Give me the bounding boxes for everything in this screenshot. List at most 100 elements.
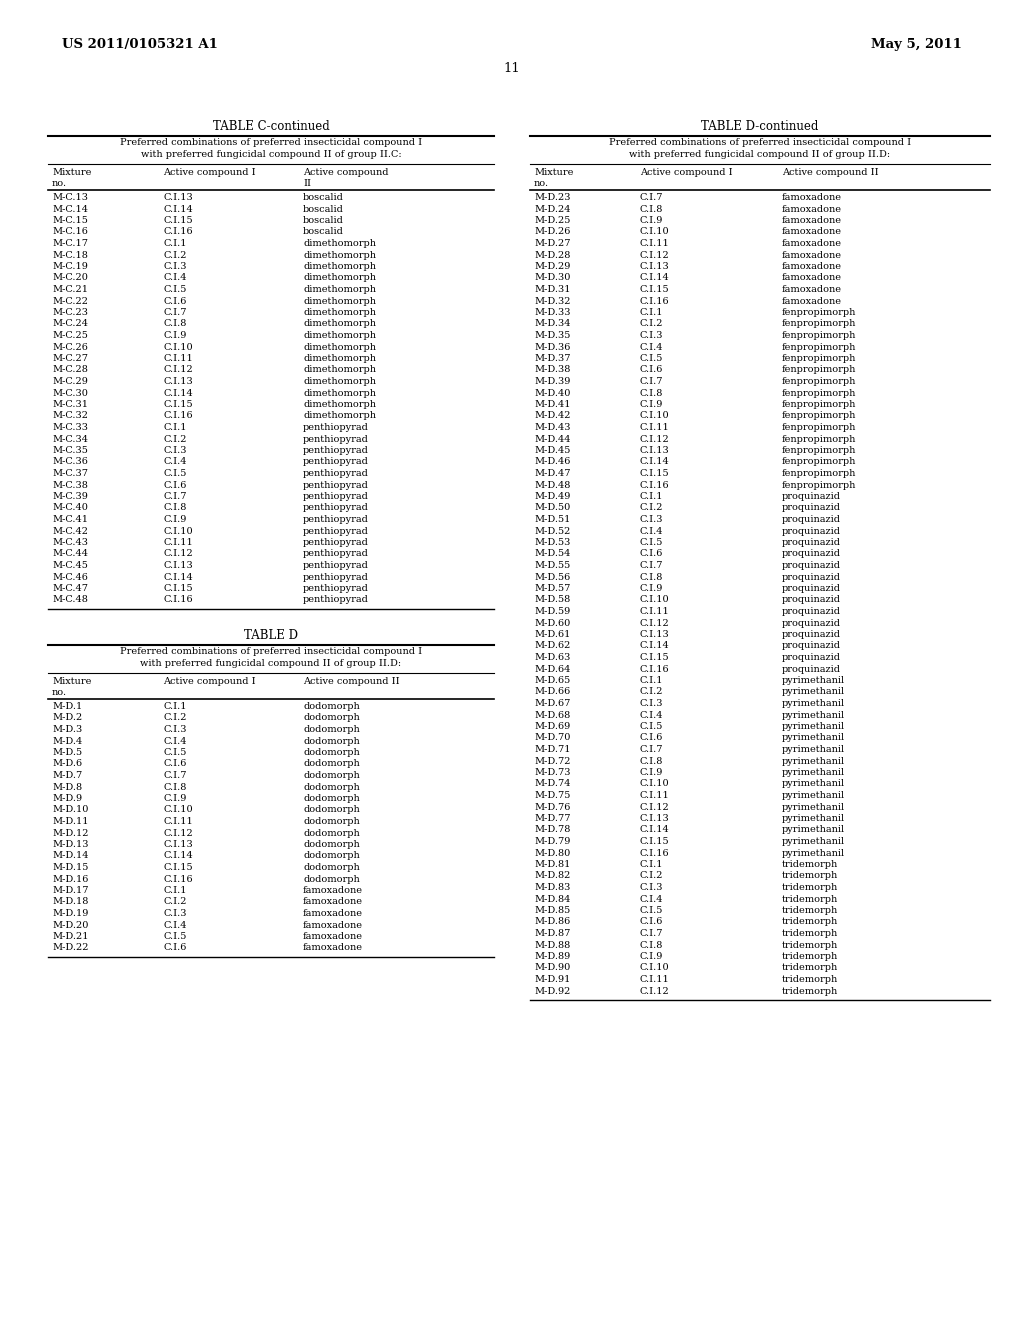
Text: tridemorph: tridemorph: [782, 975, 839, 983]
Text: dodomorph: dodomorph: [303, 737, 359, 746]
Text: C.I.8: C.I.8: [163, 783, 186, 792]
Text: dimethomorph: dimethomorph: [303, 378, 376, 385]
Text: M-D.7: M-D.7: [52, 771, 82, 780]
Text: penthiopyrad: penthiopyrad: [303, 573, 369, 582]
Text: C.I.16: C.I.16: [163, 874, 193, 883]
Text: Active compound I: Active compound I: [163, 677, 256, 686]
Text: C.I.13: C.I.13: [640, 446, 670, 455]
Text: M-D.33: M-D.33: [534, 308, 570, 317]
Text: fenpropimorph: fenpropimorph: [782, 366, 856, 375]
Text: M-D.77: M-D.77: [534, 814, 570, 822]
Text: C.I.8: C.I.8: [640, 573, 664, 582]
Text: M-C.16: M-C.16: [52, 227, 88, 236]
Text: tridemorph: tridemorph: [782, 917, 839, 927]
Text: M-D.41: M-D.41: [534, 400, 570, 409]
Text: M-D.84: M-D.84: [534, 895, 570, 903]
Text: C.I.7: C.I.7: [640, 193, 664, 202]
Text: US 2011/0105321 A1: US 2011/0105321 A1: [62, 38, 218, 51]
Text: fenpropimorph: fenpropimorph: [782, 319, 856, 329]
Text: C.I.12: C.I.12: [163, 829, 193, 837]
Text: C.I.13: C.I.13: [640, 261, 670, 271]
Text: M-D.29: M-D.29: [534, 261, 570, 271]
Text: C.I.15: C.I.15: [163, 583, 193, 593]
Text: Mixture
no.: Mixture no.: [52, 677, 91, 697]
Text: C.I.12: C.I.12: [640, 803, 670, 812]
Text: dodomorph: dodomorph: [303, 748, 359, 756]
Text: M-C.14: M-C.14: [52, 205, 88, 214]
Text: C.I.4: C.I.4: [640, 527, 664, 536]
Text: C.I.9: C.I.9: [163, 515, 186, 524]
Text: pyrimethanil: pyrimethanil: [782, 814, 845, 822]
Text: M-D.49: M-D.49: [534, 492, 570, 502]
Text: M-C.13: M-C.13: [52, 193, 88, 202]
Text: C.I.4: C.I.4: [640, 342, 664, 351]
Text: C.I.14: C.I.14: [640, 458, 670, 466]
Text: C.I.16: C.I.16: [640, 849, 670, 858]
Text: M-D.61: M-D.61: [534, 630, 570, 639]
Text: TABLE D: TABLE D: [244, 630, 298, 642]
Text: M-D.20: M-D.20: [52, 920, 88, 929]
Text: C.I.5: C.I.5: [163, 748, 186, 756]
Text: penthiopyrad: penthiopyrad: [303, 422, 369, 432]
Text: fenpropimorph: fenpropimorph: [782, 446, 856, 455]
Text: penthiopyrad: penthiopyrad: [303, 469, 369, 478]
Text: M-D.52: M-D.52: [534, 527, 570, 536]
Text: penthiopyrad: penthiopyrad: [303, 492, 369, 502]
Text: pyrimethanil: pyrimethanil: [782, 780, 845, 788]
Text: penthiopyrad: penthiopyrad: [303, 446, 369, 455]
Text: dimethomorph: dimethomorph: [303, 388, 376, 397]
Text: TABLE D-continued: TABLE D-continued: [701, 120, 818, 133]
Text: pyrimethanil: pyrimethanil: [782, 825, 845, 834]
Text: C.I.10: C.I.10: [163, 527, 193, 536]
Text: C.I.11: C.I.11: [163, 539, 193, 546]
Text: M-C.23: M-C.23: [52, 308, 88, 317]
Text: M-D.76: M-D.76: [534, 803, 570, 812]
Text: dodomorph: dodomorph: [303, 863, 359, 873]
Text: M-C.48: M-C.48: [52, 595, 88, 605]
Text: C.I.13: C.I.13: [163, 378, 193, 385]
Text: C.I.13: C.I.13: [640, 630, 670, 639]
Text: M-D.67: M-D.67: [534, 700, 570, 708]
Text: M-D.60: M-D.60: [534, 619, 570, 627]
Text: M-D.42: M-D.42: [534, 412, 570, 421]
Text: famoxadone: famoxadone: [303, 944, 362, 953]
Text: proquinazid: proquinazid: [782, 561, 841, 570]
Text: dimethomorph: dimethomorph: [303, 308, 376, 317]
Text: fenpropimorph: fenpropimorph: [782, 342, 856, 351]
Text: M-D.24: M-D.24: [534, 205, 570, 214]
Text: M-D.68: M-D.68: [534, 710, 570, 719]
Text: famoxadone: famoxadone: [782, 251, 842, 260]
Text: C.I.1: C.I.1: [640, 308, 664, 317]
Text: M-D.83: M-D.83: [534, 883, 570, 892]
Text: M-C.41: M-C.41: [52, 515, 88, 524]
Text: fenpropimorph: fenpropimorph: [782, 378, 856, 385]
Text: pyrimethanil: pyrimethanil: [782, 676, 845, 685]
Text: M-D.16: M-D.16: [52, 874, 88, 883]
Text: pyrimethanil: pyrimethanil: [782, 710, 845, 719]
Text: C.I.2: C.I.2: [163, 251, 186, 260]
Text: M-D.51: M-D.51: [534, 515, 570, 524]
Text: Active compound
II: Active compound II: [303, 168, 388, 187]
Text: TABLE C-continued: TABLE C-continued: [213, 120, 330, 133]
Text: C.I.6: C.I.6: [640, 549, 664, 558]
Text: C.I.4: C.I.4: [163, 273, 186, 282]
Text: M-D.9: M-D.9: [52, 795, 82, 803]
Text: M-D.17: M-D.17: [52, 886, 88, 895]
Text: C.I.12: C.I.12: [640, 619, 670, 627]
Text: M-D.21: M-D.21: [52, 932, 88, 941]
Text: dodomorph: dodomorph: [303, 840, 359, 849]
Text: tridemorph: tridemorph: [782, 986, 839, 995]
Text: C.I.12: C.I.12: [640, 986, 670, 995]
Text: famoxadone: famoxadone: [303, 886, 362, 895]
Text: dimethomorph: dimethomorph: [303, 412, 376, 421]
Text: M-C.30: M-C.30: [52, 388, 88, 397]
Text: C.I.5: C.I.5: [163, 932, 186, 941]
Text: tridemorph: tridemorph: [782, 861, 839, 869]
Text: M-C.27: M-C.27: [52, 354, 88, 363]
Text: M-D.64: M-D.64: [534, 664, 570, 673]
Text: C.I.11: C.I.11: [640, 607, 670, 616]
Text: fenpropimorph: fenpropimorph: [782, 412, 856, 421]
Text: M-C.29: M-C.29: [52, 378, 88, 385]
Text: M-D.3: M-D.3: [52, 725, 82, 734]
Text: dimethomorph: dimethomorph: [303, 366, 376, 375]
